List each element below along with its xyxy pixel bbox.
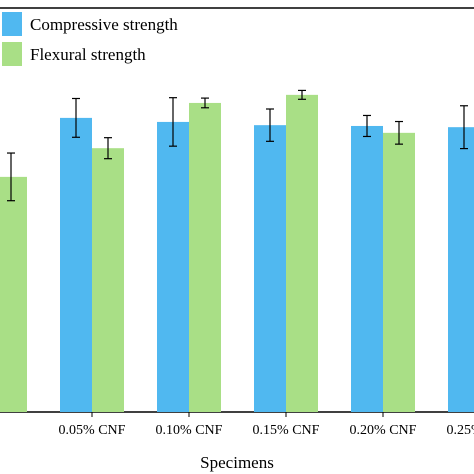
x-tick-label: 0.05% CNF — [59, 423, 126, 438]
error-bar — [169, 97, 177, 147]
legend-swatch — [2, 42, 22, 66]
bar — [448, 127, 474, 413]
x-tick-label: 0.10% CNF — [156, 423, 223, 438]
x-tick-label: 0.20% CNF — [350, 423, 417, 438]
error-bar — [363, 114, 371, 138]
x-tick-label: 0.15% CNF — [253, 423, 320, 438]
bar — [157, 121, 189, 412]
legend-swatch — [2, 12, 22, 36]
bar — [189, 102, 221, 412]
x-axis-label: Specimens — [200, 453, 274, 472]
x-tick-label: 0.25% CNF — [447, 423, 474, 438]
bar — [92, 148, 124, 413]
error-bar — [298, 89, 306, 100]
bar — [60, 117, 92, 412]
error-bar — [7, 152, 15, 202]
bar — [351, 125, 383, 412]
bar — [254, 125, 286, 412]
bar — [286, 94, 318, 413]
error-bar — [201, 97, 209, 109]
legend-label: Compressive strength — [30, 15, 178, 34]
bar — [0, 176, 27, 412]
legend-label: Flexural strength — [30, 45, 146, 64]
error-bar — [72, 97, 80, 138]
error-bar — [266, 108, 274, 142]
bar — [383, 132, 415, 412]
error-bar — [395, 120, 403, 145]
error-bar — [104, 137, 112, 160]
error-bar — [460, 105, 468, 150]
